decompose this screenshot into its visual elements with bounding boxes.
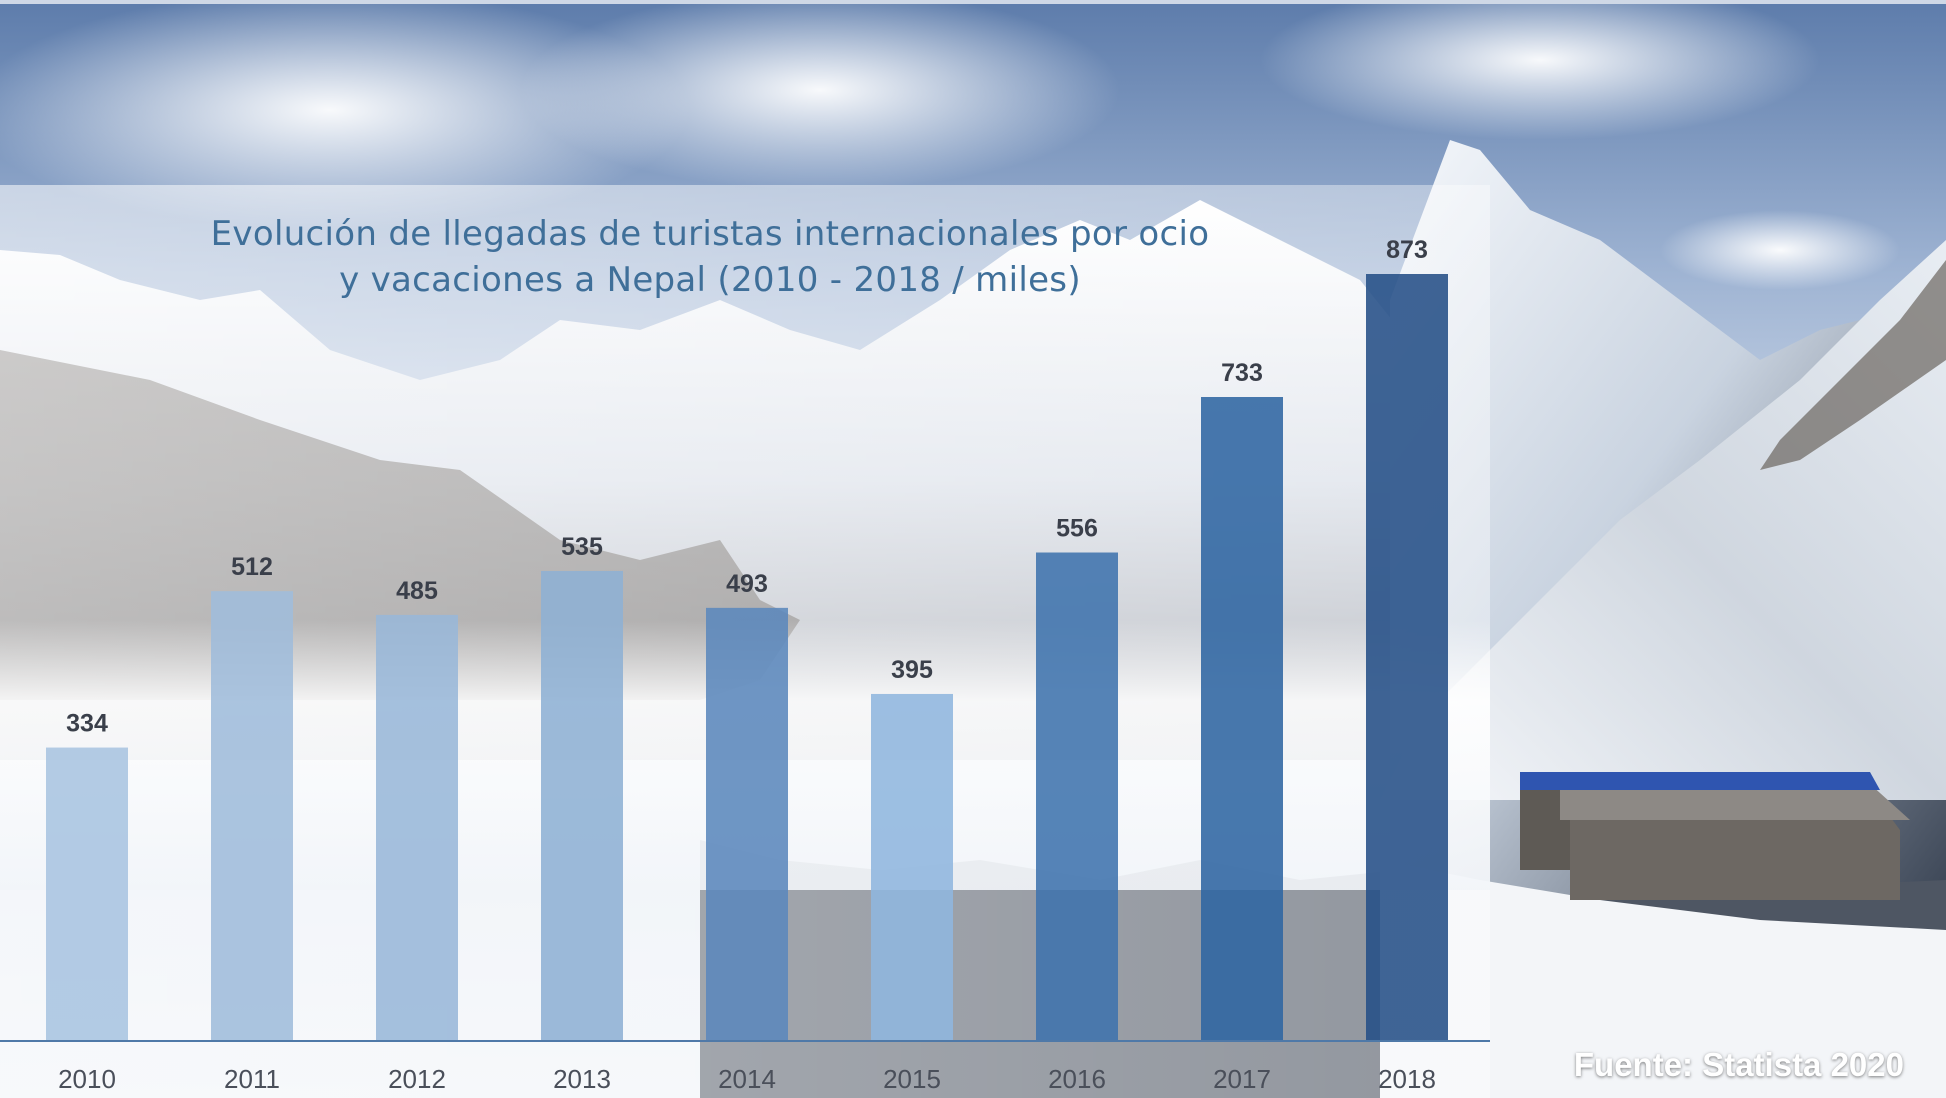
x-tick-label-2017: 2017 [1213, 1064, 1271, 1094]
bar-2017 [1201, 397, 1283, 1041]
x-tick-label-2016: 2016 [1048, 1064, 1106, 1094]
value-label-2016: 556 [1056, 515, 1098, 543]
chart-title-line-2: y vacaciones a Nepal (2010 - 2018 / mile… [339, 260, 1081, 300]
bar-2016 [1036, 552, 1118, 1041]
value-label-2011: 512 [231, 553, 273, 581]
value-label-2014: 493 [726, 570, 768, 598]
value-labels-group: 334 512 485 535 493 395 556 733 873 [66, 236, 1428, 738]
bar-2018 [1366, 274, 1448, 1041]
x-tick-label-2014: 2014 [718, 1064, 776, 1094]
bar-2011 [211, 591, 293, 1041]
bar-2015 [871, 693, 953, 1041]
x-tick-label-2012: 2012 [388, 1064, 446, 1094]
value-label-2013: 535 [561, 533, 603, 561]
x-tick-label-2013: 2013 [553, 1064, 611, 1094]
chart-title-line-1: Evolución de llegadas de turistas intern… [210, 214, 1210, 254]
value-label-2018: 873 [1386, 236, 1428, 264]
value-label-2015: 395 [891, 656, 933, 684]
bar-2014 [706, 607, 788, 1041]
value-label-2012: 485 [396, 577, 438, 605]
x-tick-label-2011: 2011 [224, 1064, 280, 1094]
value-label-2010: 334 [66, 710, 108, 738]
x-tick-labels-group: 2010 2011 2012 2013 2014 2015 2016 2017 2018 [58, 1064, 1436, 1094]
bar-2013 [541, 570, 623, 1041]
source-note: Fuente: Statista 2020 [1573, 1046, 1904, 1083]
x-tick-label-2010: 2010 [58, 1064, 116, 1094]
x-tick-label-2018: 2018 [1378, 1064, 1436, 1094]
bars-group [46, 274, 1448, 1041]
value-label-2017: 733 [1221, 359, 1263, 387]
bar-2010 [46, 747, 128, 1041]
x-tick-label-2015: 2015 [883, 1064, 941, 1094]
bar-2012 [376, 614, 458, 1041]
